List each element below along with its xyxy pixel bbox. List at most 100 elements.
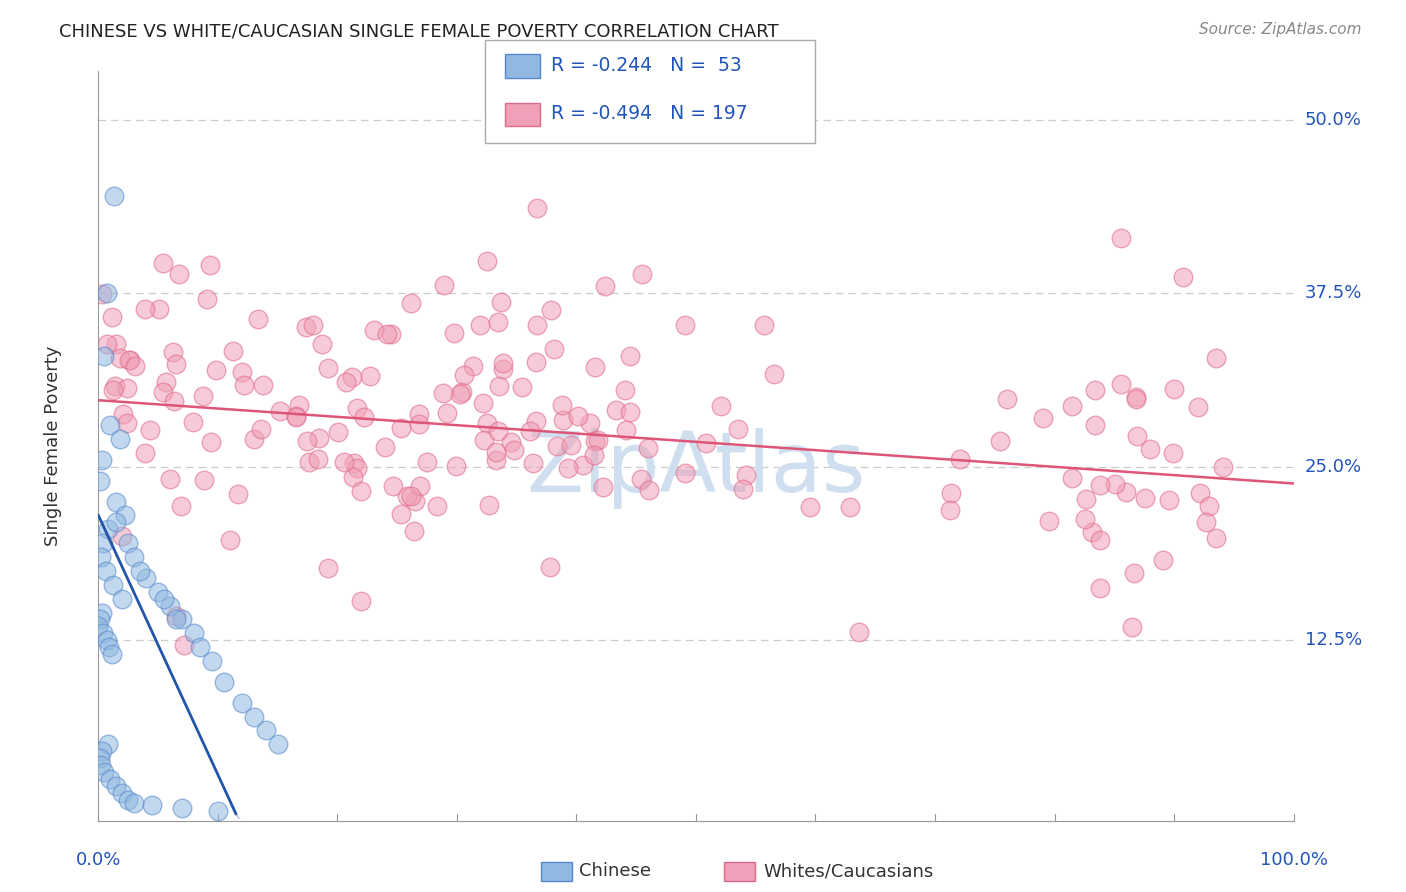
Point: [1081, 524, 1104, 539]
Point: [461, 359, 484, 374]
Point: [1121, 620, 1143, 634]
Point: [1163, 382, 1185, 396]
Point: [254, 723, 277, 738]
Point: [97, 737, 120, 751]
Point: [1104, 477, 1126, 491]
Point: [159, 599, 181, 613]
Point: [287, 398, 309, 412]
Point: [939, 503, 962, 517]
Point: [200, 434, 222, 449]
Point: [524, 355, 547, 369]
Point: [165, 357, 187, 371]
Point: [453, 368, 475, 382]
Point: [557, 461, 579, 475]
Point: [269, 404, 291, 418]
Point: [1088, 533, 1111, 548]
Text: CHINESE VS WHITE/CAUCASIAN SINGLE FEMALE POVERTY CORRELATION CHART: CHINESE VS WHITE/CAUCASIAN SINGLE FEMALE…: [59, 22, 779, 40]
Point: [524, 414, 547, 428]
Point: [630, 472, 652, 486]
Point: [328, 425, 350, 439]
Point: [191, 389, 214, 403]
Point: [475, 416, 498, 430]
Point: [148, 302, 170, 317]
Point: [444, 459, 467, 474]
Point: [108, 351, 131, 365]
Point: [112, 408, 135, 422]
Point: [101, 578, 124, 592]
Point: [181, 415, 204, 429]
Point: [141, 798, 163, 813]
Point: [188, 640, 211, 655]
Point: [148, 584, 170, 599]
Point: [353, 410, 375, 425]
Point: [409, 479, 432, 493]
Point: [162, 393, 184, 408]
Point: [104, 379, 127, 393]
Point: [522, 456, 544, 470]
Point: [1038, 514, 1060, 528]
Point: [1088, 477, 1111, 491]
Text: 100.0%: 100.0%: [1260, 851, 1327, 869]
Point: [1109, 377, 1132, 392]
Point: [404, 494, 426, 508]
Point: [101, 384, 124, 398]
Point: [162, 344, 184, 359]
Point: [97, 522, 120, 536]
Point: [135, 571, 157, 585]
Point: [408, 417, 430, 432]
Point: [763, 368, 786, 382]
Point: [399, 296, 422, 310]
Point: [492, 356, 515, 370]
Point: [1152, 553, 1174, 567]
Point: [579, 416, 602, 430]
Point: [588, 433, 610, 447]
Point: [111, 529, 134, 543]
Text: R = -0.244   N =  53: R = -0.244 N = 53: [551, 55, 742, 75]
Point: [389, 421, 412, 435]
Point: [207, 804, 229, 818]
Point: [1060, 471, 1083, 485]
Point: [91, 286, 114, 301]
Point: [98, 418, 122, 433]
Point: [100, 647, 122, 661]
Point: [169, 499, 191, 513]
Point: [550, 398, 572, 412]
Text: 12.5%: 12.5%: [1305, 632, 1362, 649]
Point: [543, 343, 565, 357]
Point: [124, 359, 146, 373]
Point: [1088, 582, 1111, 596]
Point: [526, 202, 548, 216]
Point: [285, 410, 308, 425]
Point: [252, 378, 274, 392]
Point: [134, 446, 156, 460]
Point: [243, 709, 266, 723]
Point: [710, 399, 733, 413]
Point: [638, 483, 661, 497]
Point: [502, 443, 524, 458]
Point: [340, 369, 363, 384]
Point: [553, 413, 575, 427]
Point: [839, 500, 862, 514]
Point: [114, 508, 136, 523]
Point: [1139, 442, 1161, 456]
Point: [485, 453, 508, 467]
Point: [93, 349, 115, 363]
Point: [1205, 531, 1227, 545]
Point: [731, 482, 754, 496]
Point: [231, 696, 253, 710]
Point: [1159, 492, 1181, 507]
Point: [183, 626, 205, 640]
Point: [247, 312, 270, 326]
Point: [195, 293, 218, 307]
Point: [1074, 512, 1097, 526]
Point: [96, 633, 118, 648]
Point: [335, 375, 357, 389]
Point: [1188, 485, 1211, 500]
Point: [1083, 417, 1105, 432]
Point: [592, 480, 614, 494]
Point: [139, 423, 162, 437]
Point: [1125, 390, 1147, 404]
Point: [477, 253, 499, 268]
Point: [399, 489, 422, 503]
Point: [1126, 429, 1149, 443]
